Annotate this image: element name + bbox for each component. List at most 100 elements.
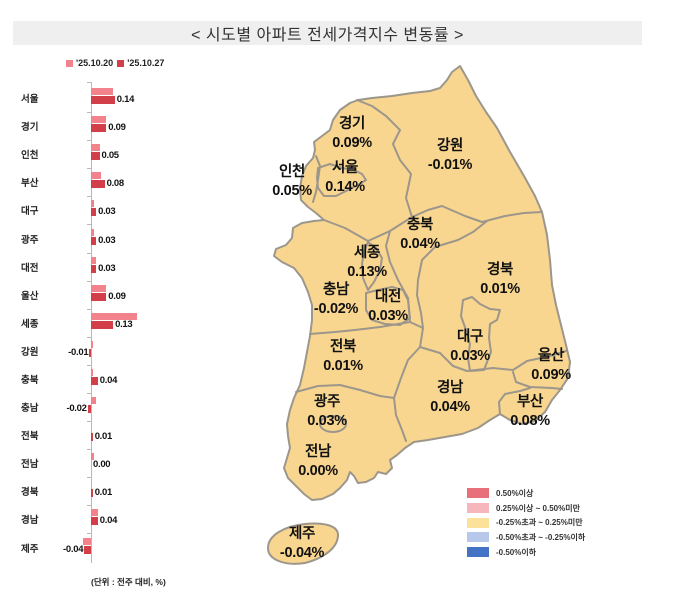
region-seoul: 서울 0.14% [300,159,390,197]
legend-swatch-pink [467,503,489,514]
bar-prev-week [91,144,100,151]
category-label: 충북 [21,375,39,386]
region-busan: 부산 0.08% [485,393,575,431]
legend-swatch-prev-week [66,59,73,67]
region-value: 0.04% [400,236,440,252]
bar-prev-week [91,397,97,404]
jeju-island [267,522,339,565]
boundary-seoul [316,163,367,197]
region-value: 0.03% [450,348,490,364]
bar-prev-week [91,341,93,348]
bar-prev-week [91,229,95,236]
region-value: 0.05% [272,183,312,199]
legend-swatch-yellow [467,517,489,528]
category-label: 서울 [21,94,39,105]
category-label: 경북 [21,487,39,498]
chart-legend: '25.10.20 '25.10.27 [66,57,168,69]
region-name: 광주 [313,394,341,410]
region-value: 0.03% [368,308,408,324]
region-daegu: 대구 0.03% [425,328,515,366]
bar-current-week [91,180,105,188]
bar-row: 세종 0.13 [0,313,200,338]
axis-tick [87,82,91,83]
map-legend-item: 0.50%이상 [467,486,585,501]
region-value: -0.01% [427,157,473,173]
axis-tick [87,533,91,534]
value-label: 0.14 [116,94,135,105]
region-chungbuk: 충북 0.04% [375,216,465,254]
value-label: 0.04 [99,375,118,386]
axis-tick [87,253,91,254]
region-value: 0.09% [332,135,372,151]
legend-label: -0.50%초과 ~ -0.25%이하 [496,532,586,542]
value-label: 0.09 [108,291,126,302]
bar-row: 서울 0.14 [0,88,200,113]
region-value: 0.08% [510,413,550,429]
bar-row: 대전 0.03 [0,257,200,282]
bar-current-week [91,237,97,245]
region-gyeongbuk: 경북 0.01% [455,261,545,299]
region-gyeongnam: 경남 0.04% [405,379,495,417]
bar-current-week [91,489,93,497]
bar-row: 울산 0.09 [0,285,200,310]
region-name: 경북 [486,262,514,278]
region-jeonnam: 전남 0.00% [273,443,363,481]
axis-tick [87,140,91,141]
region-name: 대전 [374,289,402,305]
bar-row: 충북 0.04 [0,369,200,394]
region-value: -0.02% [313,301,359,317]
region-name: 충남 [322,282,350,298]
region-name: 강원 [436,138,464,154]
category-label: 대전 [21,263,39,274]
category-label: 세종 [21,319,39,330]
region-ulsan: 울산 0.09% [506,347,596,385]
category-label: 전남 [21,459,39,470]
boundary-gwangju [319,415,347,433]
legend-label-prev-week: '25.10.20 [76,58,114,68]
region-name: 경기 [338,116,366,132]
bar-prev-week [91,453,95,460]
region-name: 경남 [436,380,464,396]
category-label: 전북 [21,431,39,442]
legend-label: -0.50%이하 [496,547,537,557]
bar-prev-week [91,200,95,207]
region-gwangju: 광주 0.03% [282,393,372,431]
unit-note: (단위 : 전주 대비, %) [91,577,166,587]
axis-tick [87,449,91,450]
bar-row: 부산 0.08 [0,172,200,197]
bar-current-week [89,349,91,357]
bar-current-week [91,265,97,273]
axis-tick [87,393,91,394]
axis-tick [87,505,91,506]
bar-current-week [91,124,107,132]
region-value: 0.01% [323,358,363,374]
bar-current-week [91,96,115,104]
axis-tick [87,196,91,197]
category-label: 대구 [21,206,39,217]
legend-item-current-week: '25.10.27 [117,58,164,68]
bar-row: 광주 0.03 [0,229,200,254]
bar-prev-week [91,285,107,292]
boundary-busan-west [498,387,531,415]
value-label: -0.04 [63,544,84,555]
axis-tick [87,365,91,366]
legend-item-prev-week: '25.10.20 [66,58,113,68]
bar-current-week [91,433,93,441]
region-value: 0.09% [531,367,571,383]
region-value: 0.13% [347,264,387,280]
boundary-sejong [361,241,383,291]
region-name: 충북 [406,217,434,233]
bar-current-week [91,152,100,160]
bar-current-week [91,517,98,525]
axis-tick [87,112,91,113]
bar-prev-week [82,538,91,545]
value-label: 0.05 [101,150,120,161]
category-label: 경기 [21,122,39,133]
bar-row: 인천 0.05 [0,144,200,169]
region-name: 인천 [278,164,306,180]
region-name: 부산 [516,394,544,410]
value-label: 0.03 [98,206,116,217]
bar-row: 대구 0.03 [0,200,200,225]
region-value: 0.00% [298,463,338,479]
